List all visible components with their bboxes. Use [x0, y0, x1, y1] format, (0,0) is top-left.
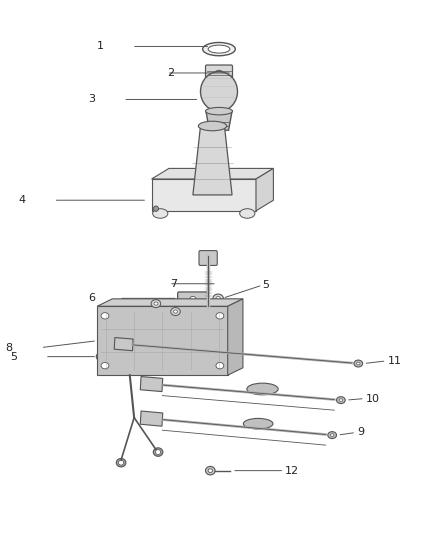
Ellipse shape [198, 121, 226, 131]
Ellipse shape [190, 296, 196, 301]
Text: 2: 2 [167, 68, 174, 78]
FancyBboxPatch shape [178, 292, 208, 307]
Ellipse shape [357, 362, 360, 365]
Ellipse shape [99, 355, 104, 359]
Ellipse shape [116, 458, 126, 467]
Ellipse shape [153, 448, 163, 456]
Polygon shape [97, 299, 243, 306]
Ellipse shape [216, 313, 224, 319]
Text: 11: 11 [388, 356, 402, 366]
Text: 5: 5 [262, 280, 269, 290]
Ellipse shape [203, 43, 235, 56]
Text: 10: 10 [366, 393, 380, 403]
Polygon shape [140, 411, 163, 426]
Ellipse shape [153, 206, 159, 212]
Ellipse shape [205, 108, 233, 115]
FancyBboxPatch shape [199, 251, 217, 265]
Ellipse shape [154, 302, 158, 305]
Polygon shape [152, 168, 273, 179]
Ellipse shape [213, 294, 223, 303]
Ellipse shape [208, 469, 212, 472]
Text: 8: 8 [6, 343, 13, 353]
Ellipse shape [216, 296, 220, 300]
Ellipse shape [354, 360, 363, 367]
Ellipse shape [215, 70, 223, 76]
Ellipse shape [330, 434, 334, 437]
Polygon shape [114, 337, 133, 351]
Polygon shape [140, 376, 163, 392]
Ellipse shape [118, 461, 124, 465]
Ellipse shape [101, 362, 109, 369]
Polygon shape [228, 299, 243, 375]
Ellipse shape [171, 308, 180, 316]
Ellipse shape [339, 399, 343, 401]
Text: 4: 4 [19, 195, 26, 205]
Polygon shape [206, 111, 232, 130]
Ellipse shape [336, 397, 345, 403]
Polygon shape [97, 306, 228, 375]
Ellipse shape [247, 383, 278, 395]
Ellipse shape [201, 71, 237, 111]
Text: 3: 3 [88, 94, 95, 104]
Ellipse shape [216, 362, 224, 369]
Ellipse shape [155, 450, 161, 455]
Ellipse shape [328, 432, 336, 439]
Text: 12: 12 [285, 466, 299, 475]
Polygon shape [193, 126, 232, 195]
Ellipse shape [96, 352, 107, 361]
Text: 7: 7 [170, 279, 177, 289]
Polygon shape [256, 168, 273, 211]
FancyBboxPatch shape [205, 65, 233, 81]
Ellipse shape [244, 418, 273, 429]
Polygon shape [152, 179, 256, 211]
Ellipse shape [240, 209, 255, 218]
Text: 5: 5 [10, 352, 17, 361]
Ellipse shape [208, 45, 230, 53]
Text: 9: 9 [357, 427, 364, 438]
Ellipse shape [151, 300, 161, 308]
Ellipse shape [152, 209, 168, 218]
Text: 6: 6 [88, 293, 95, 303]
Ellipse shape [173, 310, 177, 313]
Text: 1: 1 [97, 42, 104, 52]
Ellipse shape [101, 313, 109, 319]
Ellipse shape [205, 466, 215, 475]
